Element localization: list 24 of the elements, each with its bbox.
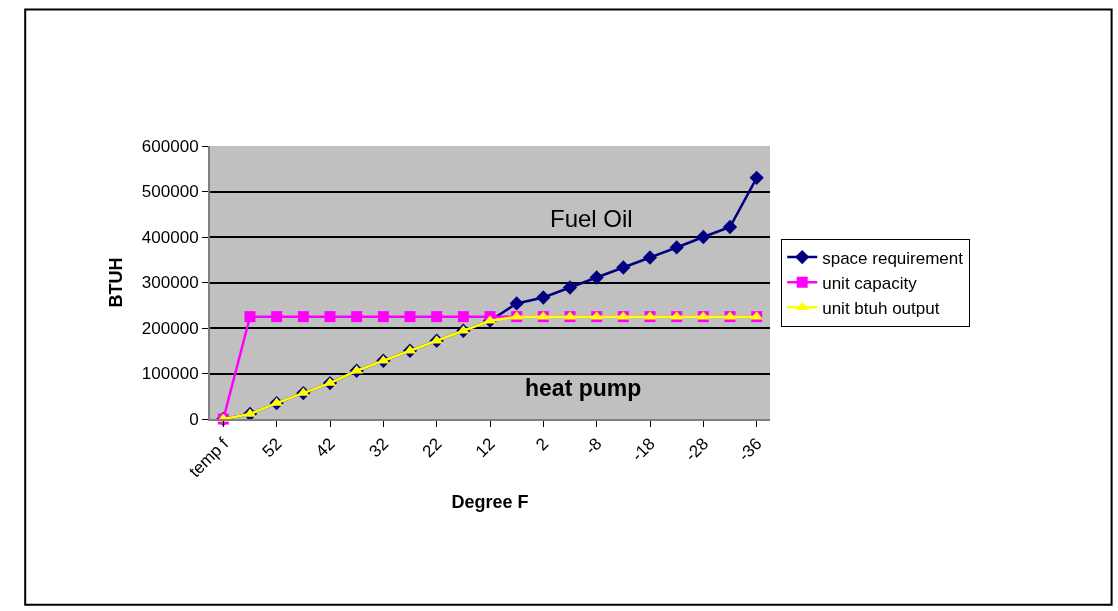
x-tick-label: -28	[681, 434, 713, 466]
y-tick-label: 100000	[141, 364, 199, 384]
legend-label: space requirement	[822, 248, 964, 268]
y-tick-label: 0	[189, 409, 199, 429]
y-axis-title: BTUH	[105, 257, 126, 308]
annotation: heat pump	[525, 375, 642, 401]
y-tick-label: 500000	[141, 182, 199, 202]
x-tick-label: 32	[365, 434, 393, 462]
y-tick-label: 300000	[141, 273, 199, 293]
x-tick-label: -18	[628, 434, 659, 466]
x-tick-label: -36	[734, 434, 766, 466]
x-tick-label: 22	[418, 434, 446, 462]
y-tick-label: 600000	[141, 136, 199, 156]
y-tick-label: 200000	[141, 318, 199, 338]
legend-label: unit btuh output	[822, 298, 940, 318]
y-tick-label: 400000	[141, 227, 199, 247]
annotation: Fuel Oil	[550, 205, 633, 232]
x-tick-label: 2	[532, 434, 553, 455]
legend-label: unit capacity	[822, 273, 918, 293]
x-tick-label: 12	[472, 434, 499, 462]
x-axis-title: Degree F	[451, 491, 529, 512]
x-tick-label: -8	[581, 434, 606, 459]
x-tick-label: 42	[312, 434, 339, 462]
x-tick-label: 52	[258, 434, 286, 462]
